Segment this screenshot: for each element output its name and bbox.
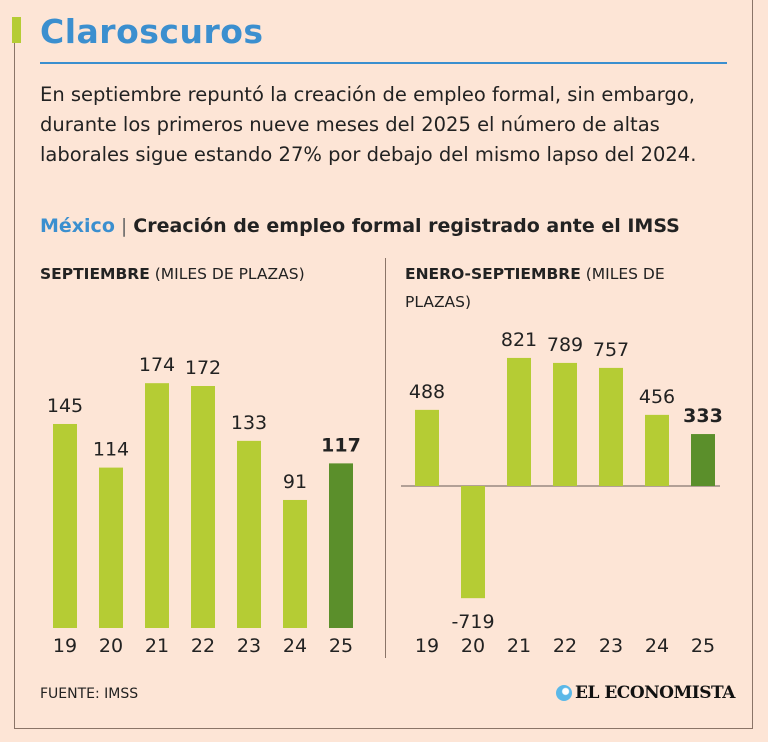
data-label: 789 [547,334,583,356]
x-tick-label: 23 [237,635,261,657]
x-tick-label: 25 [691,635,715,657]
bar [415,409,439,486]
x-tick-label: 20 [461,635,485,657]
chart-title-rest: (MILES DE PLAZAS) [149,265,305,283]
source: FUENTE: IMSS [40,686,139,702]
country: México [40,215,115,237]
bar [507,357,531,486]
bar [691,434,715,486]
bar [145,383,169,628]
data-label: 821 [501,329,537,351]
data-label: 172 [185,357,221,379]
subtitle-text: Creación de empleo formal registrado ant… [133,215,680,237]
bar [53,423,77,628]
chart-title-rest: (MILES DE PLAZAS) [405,265,665,311]
data-label: 117 [321,434,361,456]
title-accent [12,17,21,43]
logo: EL ECONOMISTA [556,683,735,703]
bar [461,486,485,599]
chart-title-bold: ENERO-SEPTIEMBRE [405,265,581,283]
logo-icon [556,685,572,701]
x-tick-label: 21 [145,635,169,657]
chart-title-right: ENERO-SEPTIEMBRE (MILES DE PLAZAS) [405,260,705,316]
bar [645,414,669,486]
logo-text: EL ECONOMISTA [575,683,735,703]
x-tick-label: 22 [191,635,215,657]
title-rule [40,62,727,64]
x-tick-label: 19 [415,635,439,657]
frame-line [752,0,753,729]
bar [283,499,307,628]
bar [191,385,215,628]
chart-divider [385,258,386,658]
page-title: Claroscuros [40,12,264,51]
description: En septiembre repuntó la creación de emp… [40,83,697,166]
separator: | [120,215,128,237]
x-tick-label: 24 [645,635,669,657]
bar [553,362,577,486]
data-label: -719 [451,611,494,633]
x-tick-label: 20 [99,635,123,657]
data-label: 174 [139,354,175,376]
bar [599,367,623,486]
frame-line [14,728,753,729]
data-label: 133 [231,412,267,434]
chart-subtitle: México | Creación de empleo formal registr… [40,215,680,237]
bar [99,467,123,628]
bar [237,440,261,628]
data-label: 757 [593,339,629,361]
data-label: 333 [683,405,723,427]
data-label: 456 [639,386,675,408]
x-tick-label: 23 [599,635,623,657]
data-label: 488 [409,381,445,403]
x-tick-label: 25 [329,635,353,657]
x-tick-label: 19 [53,635,77,657]
data-label: 145 [47,395,83,417]
chart-title-bold: SEPTIEMBRE [40,265,150,283]
chart-title-left: SEPTIEMBRE (MILES DE PLAZAS) [40,260,380,288]
x-tick-label: 24 [283,635,307,657]
frame-line [14,40,15,728]
x-tick-label: 22 [553,635,577,657]
x-tick-label: 21 [507,635,531,657]
bar [329,463,353,628]
data-label: 91 [283,471,307,493]
data-label: 114 [93,439,129,461]
